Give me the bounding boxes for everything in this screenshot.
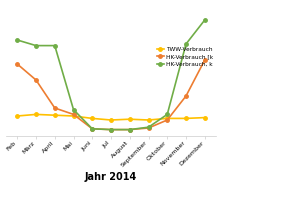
HK-Verbrauch, k	[109, 128, 113, 131]
HK-Verbrauch, k	[128, 128, 132, 131]
HK-Verbrauch [k	[34, 79, 38, 81]
Line: HK-Verbrauch, k: HK-Verbrauch, k	[16, 18, 206, 131]
TWW-Verbrauch	[91, 117, 94, 120]
TWW-Verbrauch	[128, 118, 132, 120]
HK-Verbrauch [k	[128, 128, 132, 131]
HK-Verbrauch [k	[16, 63, 19, 65]
HK-Verbrauch, k	[34, 44, 38, 47]
HK-Verbrauch [k	[109, 128, 113, 131]
TWW-Verbrauch	[16, 115, 19, 117]
HK-Verbrauch, k	[203, 19, 206, 21]
TWW-Verbrauch	[184, 117, 188, 120]
Legend: TWW-Verbrauch, HK-Verbrauch [k, HK-Verbrauch, k: TWW-Verbrauch, HK-Verbrauch [k, HK-Verbr…	[157, 47, 213, 67]
TWW-Verbrauch	[203, 116, 206, 119]
HK-Verbrauch [k	[91, 128, 94, 130]
HK-Verbrauch [k	[72, 113, 75, 116]
TWW-Verbrauch	[72, 115, 75, 117]
TWW-Verbrauch	[34, 113, 38, 116]
HK-Verbrauch, k	[53, 44, 57, 47]
HK-Verbrauch [k	[166, 119, 169, 121]
HK-Verbrauch, k	[91, 128, 94, 130]
HK-Verbrauch [k	[147, 127, 150, 129]
X-axis label: Jahr 2014: Jahr 2014	[85, 172, 137, 182]
TWW-Verbrauch	[147, 119, 150, 121]
HK-Verbrauch [k	[184, 95, 188, 97]
HK-Verbrauch, k	[166, 113, 169, 116]
TWW-Verbrauch	[109, 119, 113, 121]
TWW-Verbrauch	[53, 114, 57, 116]
Line: TWW-Verbrauch: TWW-Verbrauch	[16, 113, 206, 122]
HK-Verbrauch, k	[147, 126, 150, 128]
HK-Verbrauch [k	[203, 59, 206, 61]
TWW-Verbrauch	[166, 117, 169, 120]
HK-Verbrauch [k	[53, 107, 57, 109]
HK-Verbrauch, k	[72, 108, 75, 111]
HK-Verbrauch, k	[16, 39, 19, 41]
HK-Verbrauch, k	[184, 43, 188, 45]
Line: HK-Verbrauch [k: HK-Verbrauch [k	[16, 58, 206, 131]
